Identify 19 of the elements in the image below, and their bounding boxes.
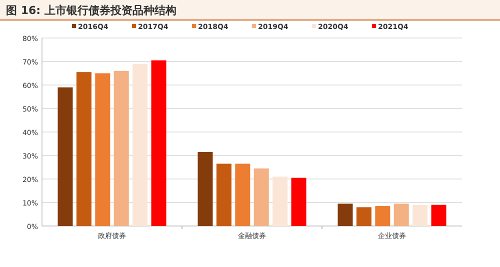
bar bbox=[431, 204, 446, 226]
chart-title: 图 16: 上市银行债券投资品种结构 bbox=[6, 4, 176, 17]
bar bbox=[114, 70, 129, 226]
bar bbox=[412, 204, 428, 226]
bar bbox=[338, 204, 353, 226]
bar bbox=[95, 73, 110, 226]
bar bbox=[394, 204, 409, 226]
bar bbox=[375, 206, 390, 226]
bar bbox=[356, 207, 372, 226]
bar bbox=[58, 87, 73, 226]
bar bbox=[291, 178, 306, 226]
bar bbox=[272, 176, 288, 226]
bar bbox=[216, 164, 232, 226]
bar bbox=[132, 64, 148, 226]
bar bbox=[235, 164, 250, 226]
bar bbox=[254, 168, 269, 226]
bar bbox=[76, 72, 92, 226]
bar bbox=[198, 152, 213, 226]
bar bbox=[151, 60, 166, 226]
